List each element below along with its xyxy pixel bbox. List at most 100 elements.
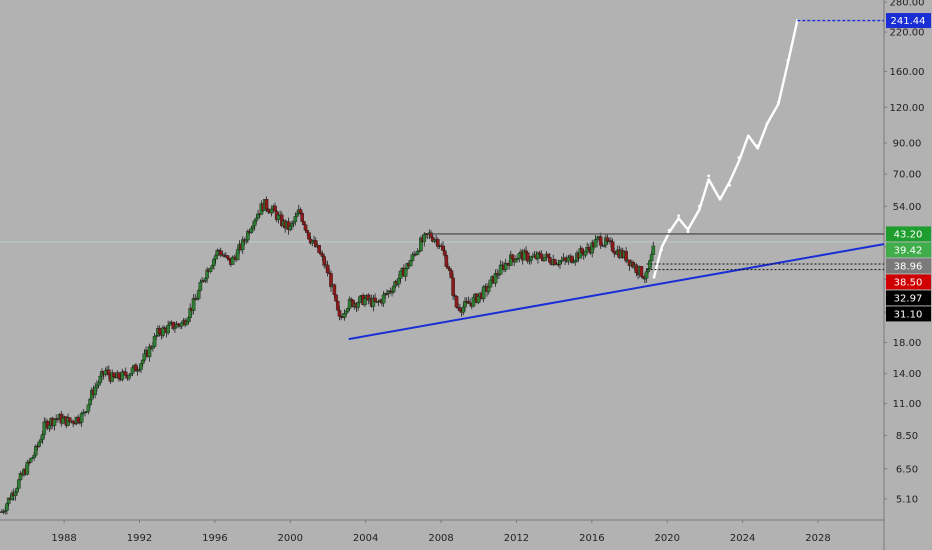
projection-point — [718, 195, 722, 199]
price-tag-label: 31.10 — [894, 309, 923, 320]
candle-body — [166, 324, 170, 334]
candle-body — [436, 239, 440, 247]
candle-body — [514, 259, 518, 263]
candle-body — [373, 297, 377, 302]
projection-point — [728, 183, 731, 187]
candle-body — [227, 257, 231, 261]
candle-body — [422, 234, 427, 242]
series-layer — [0, 19, 799, 515]
candle-body — [130, 367, 135, 374]
candle-body — [335, 300, 340, 311]
x-tick-label: 2020 — [655, 533, 680, 544]
candle-body — [127, 375, 131, 379]
candle-body — [546, 253, 550, 258]
candle-body — [266, 208, 271, 212]
candle-body — [203, 277, 208, 281]
candle-body — [458, 307, 462, 312]
candle-body — [179, 322, 184, 327]
price-tag — [886, 306, 931, 322]
candle-body — [303, 224, 308, 231]
x-tick-label: 2012 — [504, 533, 529, 544]
candle-body — [249, 228, 254, 233]
candle-body — [103, 370, 108, 375]
candle-body — [317, 245, 321, 254]
candle-body — [391, 285, 396, 292]
candle-body — [486, 286, 491, 292]
candle-body — [191, 298, 196, 311]
x-tick-label: 1988 — [51, 533, 76, 544]
candle-body — [639, 266, 644, 277]
candle-body — [648, 260, 652, 269]
candle-body — [213, 255, 218, 260]
price-tag-label: 38.96 — [894, 261, 923, 272]
candle-body — [37, 441, 42, 447]
candle-body — [651, 245, 656, 255]
x-tick-label: 2008 — [428, 533, 453, 544]
support-trend-line — [348, 243, 885, 341]
candle-body — [322, 256, 326, 266]
candle-body — [342, 313, 347, 318]
candle-body — [381, 294, 386, 304]
candle-body — [269, 208, 274, 214]
time-axis[interactable]: 1988 1992 1996 2000 2004 2008 2012 2016 2020 2024… — [51, 520, 831, 544]
annotation-layer — [348, 19, 885, 341]
candle-body — [140, 359, 145, 365]
candle-body — [510, 254, 515, 259]
candle-body — [212, 258, 216, 266]
projection-point — [746, 134, 750, 138]
candle-body — [461, 306, 466, 313]
candle-body — [15, 488, 19, 493]
candle-body — [570, 255, 574, 263]
candle-body — [397, 278, 401, 285]
y-tick-label: 120.00 — [890, 103, 925, 114]
projection-point — [660, 248, 663, 252]
candle-body — [476, 296, 481, 303]
x-tick-label: 2004 — [353, 533, 378, 544]
y-tick-label: 8.50 — [896, 431, 918, 442]
candle-body — [344, 310, 349, 314]
candle-body — [442, 250, 447, 256]
x-tick-label: 2000 — [278, 533, 303, 544]
x-tick-label: 2024 — [730, 533, 755, 544]
candle-body — [196, 290, 201, 300]
candle-body — [517, 253, 522, 259]
price-tag — [886, 290, 931, 306]
candle-body — [346, 308, 350, 312]
projection-point — [777, 100, 780, 104]
candle-body — [295, 213, 299, 217]
candle-body — [593, 239, 598, 248]
x-tick-label: 2016 — [579, 533, 604, 544]
price-tag-label: 241.44 — [891, 16, 926, 27]
candle-body — [47, 424, 52, 429]
y-tick-label: 220.00 — [890, 28, 925, 39]
x-tick-label: 2028 — [805, 533, 830, 544]
candle-body — [298, 209, 303, 214]
candle-body — [300, 213, 304, 222]
projection-point — [707, 174, 711, 178]
candle-body — [471, 297, 476, 307]
candle-body — [273, 205, 277, 212]
candle-body — [32, 454, 36, 458]
candle-body — [93, 387, 97, 395]
candle-body — [151, 346, 155, 349]
candle-body — [61, 417, 65, 424]
y-tick-label: 90.00 — [893, 138, 922, 149]
candle-body — [264, 199, 269, 210]
candle-body — [410, 254, 415, 261]
candle-body — [319, 252, 323, 255]
price-tag-label: 32.97 — [894, 293, 923, 304]
candle-body — [28, 458, 33, 463]
x-tick-label: 1992 — [127, 533, 152, 544]
candle-body — [524, 250, 528, 253]
y-tick-label: 160.00 — [890, 67, 925, 78]
candle-body — [441, 245, 445, 251]
candle-body — [548, 256, 552, 263]
candle-body — [254, 217, 259, 221]
candle-body — [117, 372, 121, 379]
candle-body — [112, 372, 116, 378]
candle-body — [198, 282, 203, 291]
candle-body — [17, 479, 21, 489]
candle-body — [139, 363, 143, 370]
projection-point — [667, 228, 671, 232]
